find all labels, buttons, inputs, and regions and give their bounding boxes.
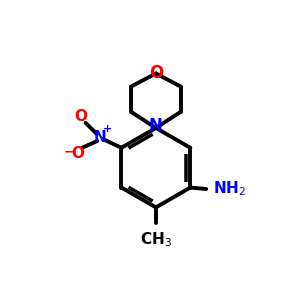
Text: +: +: [103, 124, 112, 134]
Text: N: N: [149, 117, 163, 135]
Text: O: O: [75, 110, 88, 124]
Text: O: O: [71, 146, 84, 160]
Text: CH$_3$: CH$_3$: [140, 230, 172, 249]
Text: NH$_2$: NH$_2$: [213, 180, 246, 198]
Text: O: O: [149, 64, 163, 82]
Text: −: −: [64, 146, 74, 159]
Text: N: N: [94, 130, 106, 145]
